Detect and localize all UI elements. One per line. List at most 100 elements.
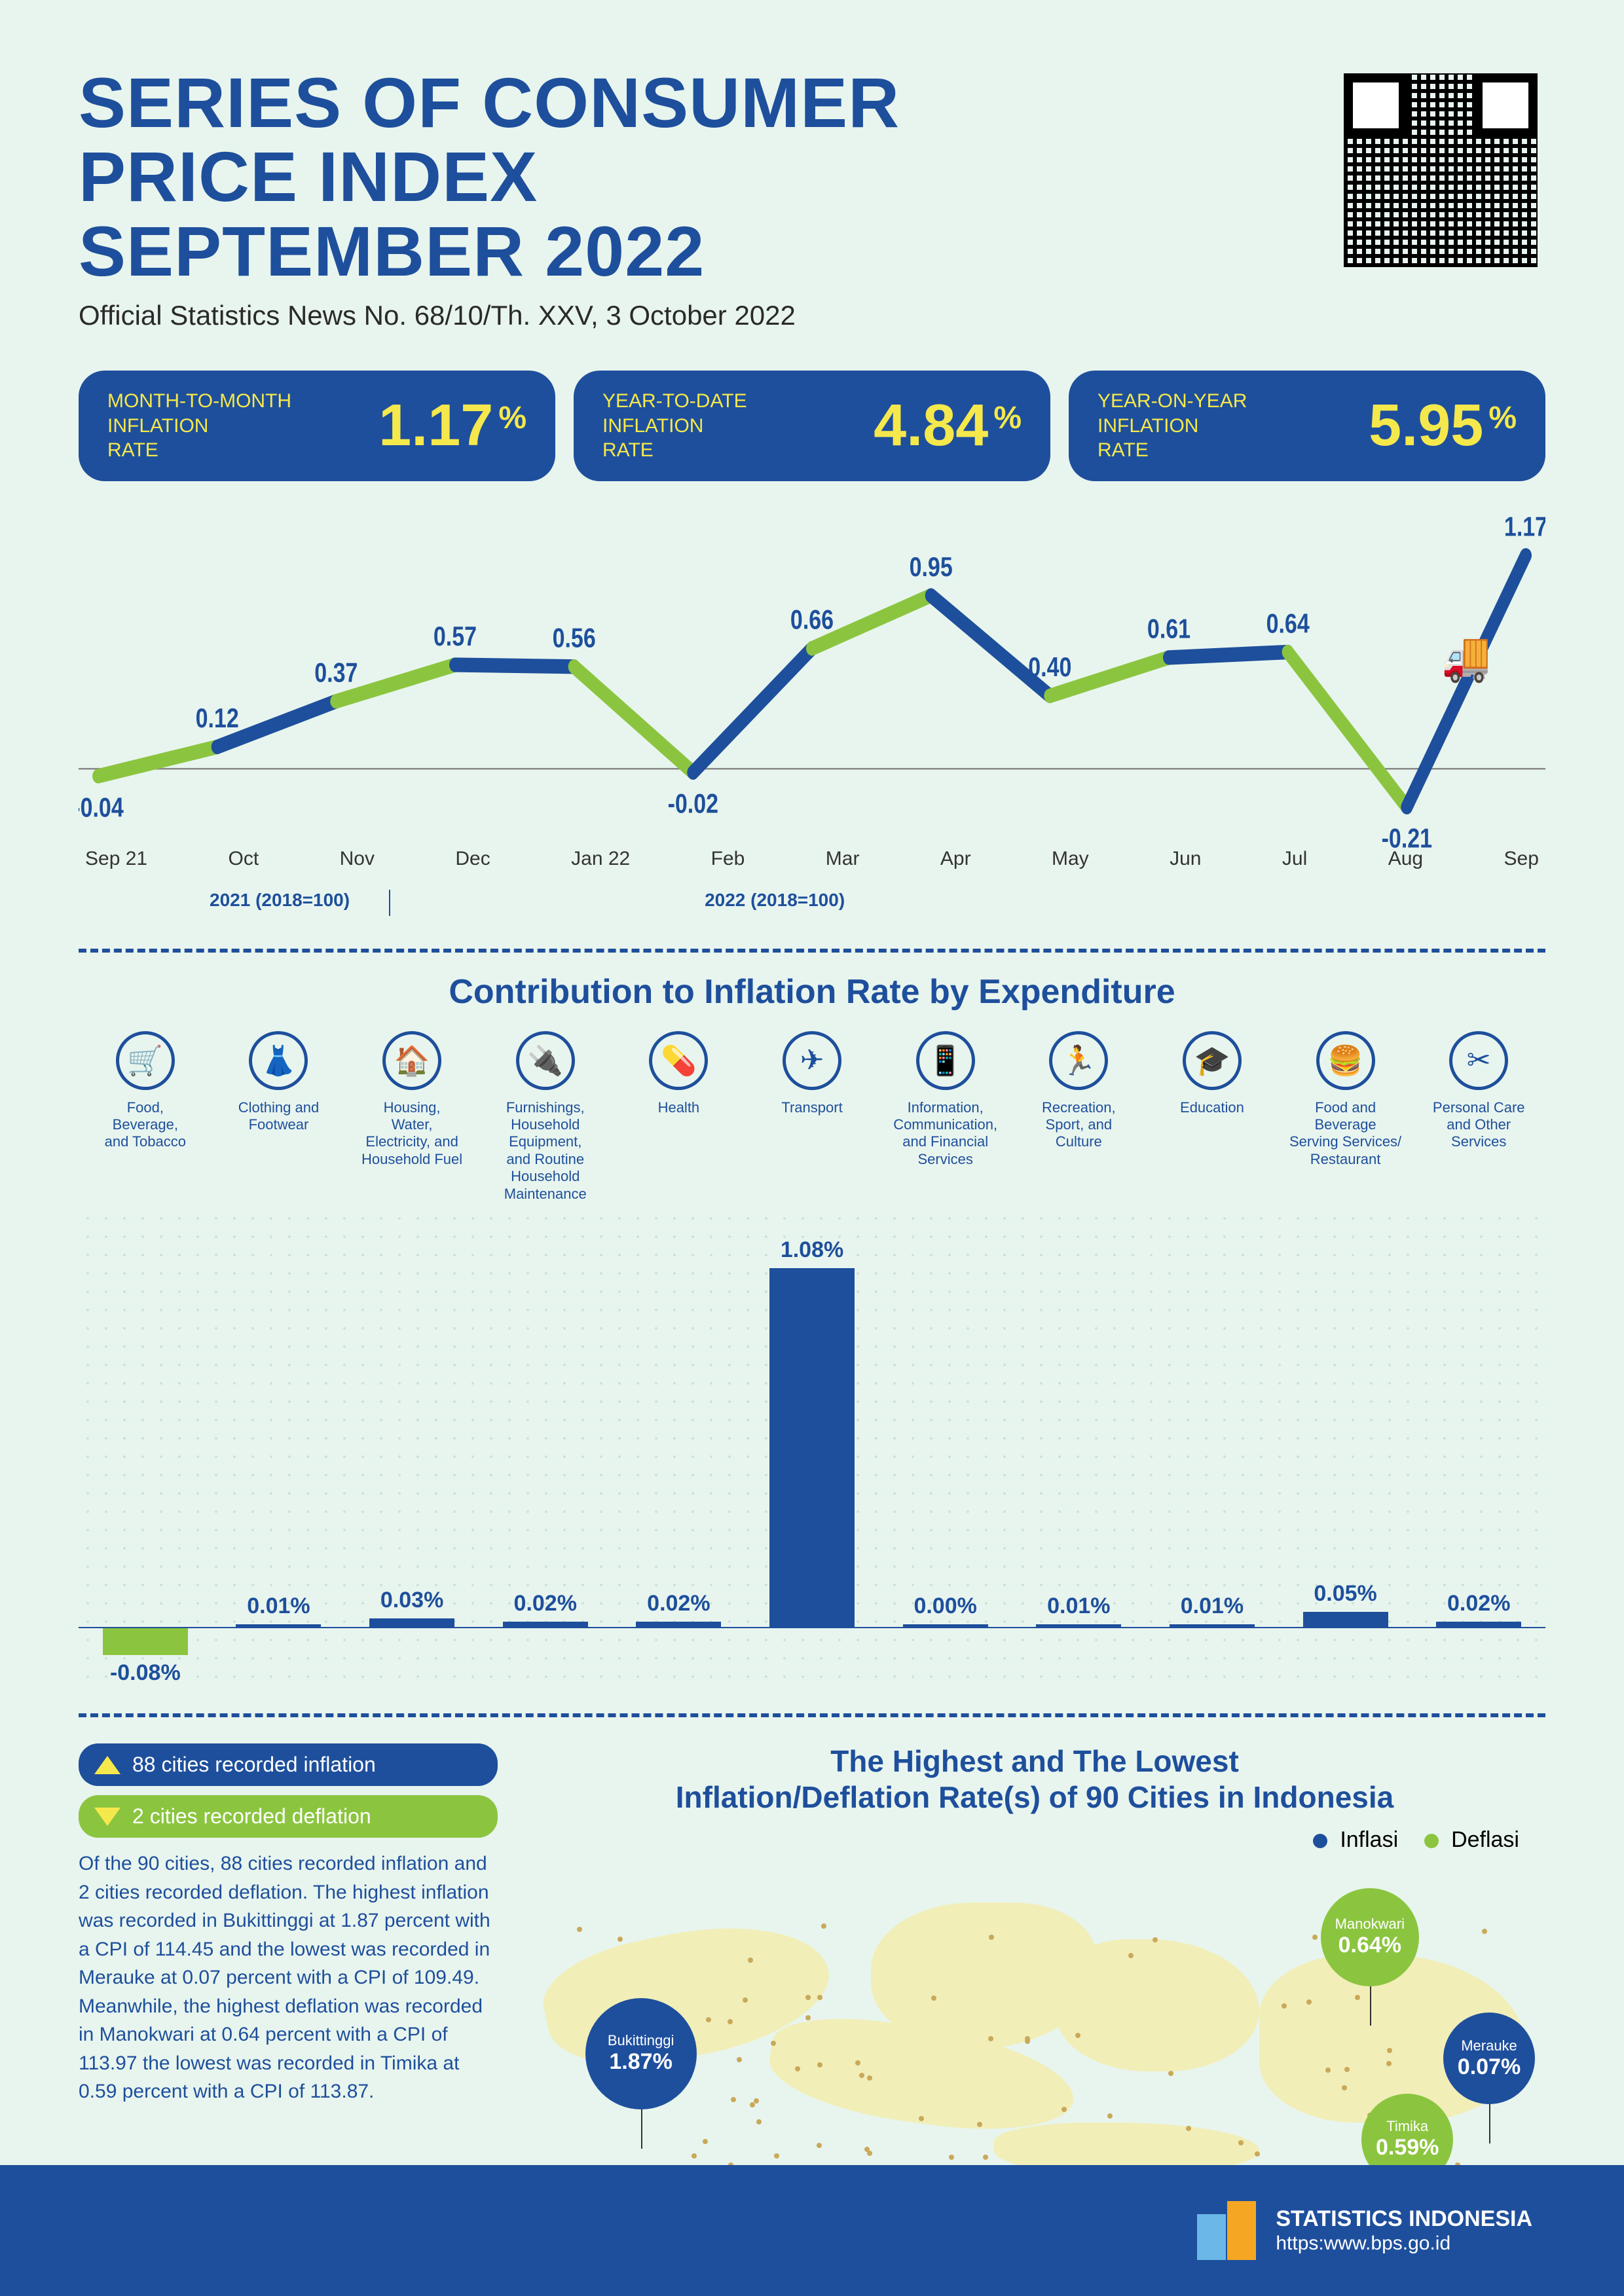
x-tick-label: Aug bbox=[1388, 848, 1423, 870]
category-label: Furnishings,HouseholdEquipment,and Routi… bbox=[481, 1099, 610, 1203]
year-divider bbox=[389, 890, 390, 916]
stat-card: YEAR-TO-DATEINFLATIONRATE4.84% bbox=[574, 371, 1050, 481]
bar-value: 1.08% bbox=[745, 1237, 879, 1263]
expenditure-category: 🔌Furnishings,HouseholdEquipment,and Rout… bbox=[479, 1031, 612, 1203]
stat-label: YEAR-TO-DATEINFLATIONRATE bbox=[602, 389, 747, 463]
legend-label-inflasi: Inflasi bbox=[1340, 1827, 1398, 1852]
city-dot bbox=[1355, 1995, 1360, 2000]
expenditure-category: 🛒Food,Beverage,and Tobacco bbox=[79, 1031, 212, 1203]
city-dot bbox=[1482, 1929, 1487, 1934]
svg-text:0.64: 0.64 bbox=[1266, 608, 1310, 639]
bar-rect bbox=[236, 1624, 321, 1628]
category-icon: 📱 bbox=[916, 1031, 975, 1090]
title-line-3: SEPTEMBER 2022 bbox=[79, 214, 900, 288]
header: SERIES OF CONSUMER PRICE INDEX SEPTEMBER… bbox=[79, 65, 1545, 331]
category-label: Clothing andFootwear bbox=[215, 1099, 343, 1134]
city-dot bbox=[919, 2116, 924, 2121]
bar-column: 0.01% bbox=[1012, 1209, 1145, 1681]
pin-rate: 1.87% bbox=[609, 2049, 672, 2075]
bar-value: 0.02% bbox=[479, 1591, 612, 1616]
city-dot bbox=[1306, 1999, 1312, 2005]
pin-city: Timika bbox=[1386, 2118, 1428, 2135]
subtitle: Official Statistics News No. 68/10/Th. X… bbox=[79, 300, 900, 331]
expenditure-category: 👗Clothing andFootwear bbox=[212, 1031, 346, 1203]
city-dot bbox=[618, 1937, 623, 1942]
page-title: SERIES OF CONSUMER PRICE INDEX SEPTEMBER… bbox=[79, 65, 900, 288]
city-dot bbox=[867, 2075, 872, 2081]
section-divider bbox=[79, 949, 1545, 953]
footer-url: https:www.bps.go.id bbox=[1276, 2232, 1532, 2255]
bar-value: 0.00% bbox=[879, 1594, 1012, 1619]
bar-rect bbox=[903, 1624, 988, 1628]
svg-text:0.56: 0.56 bbox=[553, 623, 596, 653]
monthly-inflation-chart: -0.040.120.370.570.56-0.020.660.950.400.… bbox=[79, 507, 1545, 848]
section-divider-2 bbox=[79, 1713, 1545, 1717]
map-title-l2: Inflation/Deflation Rate(s) of 90 Cities… bbox=[524, 1779, 1545, 1815]
svg-text:0.95: 0.95 bbox=[910, 551, 953, 582]
category-label: Education bbox=[1148, 1099, 1276, 1116]
bar-rect bbox=[1170, 1624, 1255, 1628]
bar-rect bbox=[1036, 1624, 1121, 1628]
bar-column: 0.03% bbox=[345, 1209, 479, 1681]
category-label: Recreation,Sport, andCulture bbox=[1014, 1099, 1143, 1151]
expenditure-title: Contribution to Inflation Rate by Expend… bbox=[79, 972, 1545, 1011]
city-dot bbox=[756, 2119, 762, 2124]
city-dot bbox=[750, 2102, 755, 2107]
bar-rect bbox=[636, 1622, 721, 1628]
pin-city: Manokwari bbox=[1335, 1916, 1405, 1933]
pin-rate: 0.59% bbox=[1376, 2135, 1439, 2160]
stat-label: MONTH-TO-MONTHINFLATIONRATE bbox=[107, 389, 291, 463]
svg-text:-0.21: -0.21 bbox=[1382, 823, 1432, 848]
svg-text:0.57: 0.57 bbox=[434, 621, 477, 651]
footer-org: STATISTICS INDONESIA bbox=[1276, 2206, 1532, 2232]
bar-column: -0.08% bbox=[79, 1209, 212, 1681]
svg-text:-0.04: -0.04 bbox=[79, 792, 124, 823]
line-chart-x-labels: Sep 21OctNovDecJan 22FebMarAprMayJunJulA… bbox=[79, 848, 1545, 870]
city-dot bbox=[989, 1935, 994, 1940]
pin-city: Bukittinggi bbox=[608, 2032, 674, 2049]
city-dot bbox=[867, 2151, 872, 2156]
svg-text:-0.02: -0.02 bbox=[668, 788, 718, 819]
title-line-2: PRICE INDEX bbox=[79, 139, 900, 213]
x-tick-label: Apr bbox=[940, 848, 971, 870]
x-tick-label: Oct bbox=[229, 848, 259, 870]
x-tick-label: Jun bbox=[1170, 848, 1201, 870]
bar-value: 0.02% bbox=[612, 1591, 746, 1616]
svg-text:🚚: 🚚 bbox=[1442, 630, 1491, 684]
city-dot bbox=[748, 1958, 753, 1963]
city-dot bbox=[774, 2153, 779, 2159]
expenditure-category: 💊Health bbox=[612, 1031, 746, 1203]
city-dot bbox=[692, 2153, 697, 2159]
note-2022: 2022 (2018=100) bbox=[705, 890, 845, 916]
svg-text:0.66: 0.66 bbox=[790, 604, 834, 635]
city-dot bbox=[731, 2097, 736, 2102]
title-line-1: SERIES OF CONSUMER bbox=[79, 65, 900, 139]
city-dot bbox=[817, 2062, 822, 2068]
pin-city: Merauke bbox=[1461, 2037, 1517, 2054]
stat-value: 1.17% bbox=[378, 392, 526, 460]
city-dot bbox=[1342, 2085, 1347, 2090]
category-icon: 🏠 bbox=[382, 1031, 441, 1090]
city-dot bbox=[817, 2143, 822, 2148]
cities-right: The Highest and The Lowest Inflation/Def… bbox=[524, 1743, 1545, 2232]
expenditure-category: 🏃Recreation,Sport, andCulture bbox=[1012, 1031, 1145, 1203]
city-dot bbox=[771, 2041, 776, 2046]
expenditure-category: 🍔Food andBeverageServing Services/Restau… bbox=[1279, 1031, 1412, 1203]
x-tick-label: Feb bbox=[711, 848, 745, 870]
stat-card: MONTH-TO-MONTHINFLATIONRATE 1.17% bbox=[79, 371, 555, 481]
city-dot bbox=[795, 2066, 800, 2071]
bar-column: 0.00% bbox=[879, 1209, 1012, 1681]
triangle-down-icon bbox=[94, 1808, 120, 1826]
stat-label: YEAR-ON-YEARINFLATIONRATE bbox=[1098, 389, 1247, 463]
stat-cards: MONTH-TO-MONTHINFLATIONRATE 1.17% YEAR-TO-… bbox=[79, 371, 1545, 481]
category-label: Health bbox=[615, 1099, 743, 1116]
category-label: Food andBeverageServing Services/Restaur… bbox=[1282, 1099, 1410, 1169]
inflation-badge-text: 88 cities recorded inflation bbox=[132, 1753, 376, 1777]
expenditure-category: ✂Personal Careand OtherServices bbox=[1412, 1031, 1545, 1203]
bar-column: 0.01% bbox=[1145, 1209, 1279, 1681]
x-tick-label: Jan 22 bbox=[571, 848, 630, 870]
bar-column: 0.02% bbox=[1412, 1209, 1545, 1681]
city-dot bbox=[821, 1923, 826, 1929]
city-dot bbox=[1107, 2113, 1113, 2119]
bar-rect bbox=[503, 1622, 588, 1628]
